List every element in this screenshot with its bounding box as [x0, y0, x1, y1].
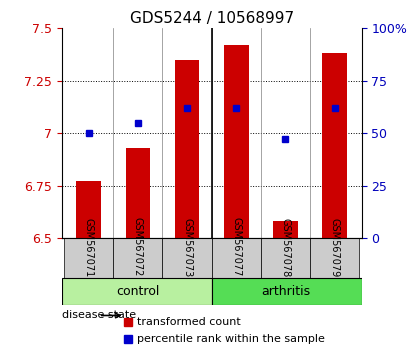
Bar: [126, 148, 150, 238]
Title: GDS5244 / 10568997: GDS5244 / 10568997: [129, 11, 294, 26]
Text: disease state: disease state: [62, 310, 136, 320]
Text: GSM567078: GSM567078: [280, 218, 291, 277]
Bar: [62, 278, 212, 305]
Text: GSM567073: GSM567073: [182, 218, 192, 277]
Text: transformed count: transformed count: [136, 317, 240, 327]
Bar: [76, 181, 101, 238]
Bar: [162, 238, 212, 278]
Bar: [310, 238, 359, 278]
Text: control: control: [116, 285, 159, 298]
Bar: [113, 238, 162, 278]
Bar: [64, 238, 113, 278]
Text: GSM567079: GSM567079: [330, 218, 339, 277]
Text: GSM567072: GSM567072: [133, 217, 143, 277]
Text: arthritis: arthritis: [261, 285, 310, 298]
Text: percentile rank within the sample: percentile rank within the sample: [136, 333, 325, 343]
Bar: [212, 278, 362, 305]
Text: GSM567077: GSM567077: [231, 217, 241, 277]
Bar: [261, 238, 310, 278]
Text: GSM567071: GSM567071: [84, 218, 94, 277]
Bar: [224, 45, 249, 238]
Bar: [175, 60, 199, 238]
Bar: [322, 53, 347, 238]
Bar: [273, 221, 298, 238]
Bar: [212, 238, 261, 278]
